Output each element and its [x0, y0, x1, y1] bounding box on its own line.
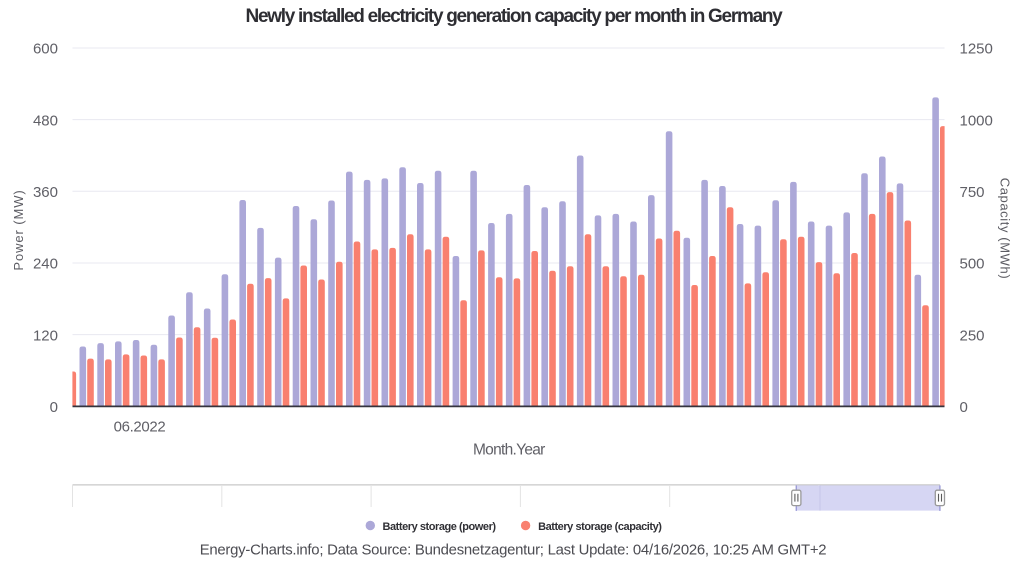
- svg-text:1250: 1250: [960, 41, 993, 58]
- svg-text:240: 240: [33, 256, 58, 273]
- svg-text:0: 0: [960, 399, 968, 416]
- svg-text:600: 600: [33, 41, 58, 58]
- svg-text:06.2022: 06.2022: [114, 419, 166, 436]
- svg-text:500: 500: [960, 256, 985, 273]
- svg-text:120: 120: [33, 327, 58, 344]
- svg-text:0: 0: [50, 399, 58, 416]
- svg-text:360: 360: [33, 184, 58, 201]
- svg-text:Battery storage (power): Battery storage (power): [383, 521, 497, 533]
- svg-text:1000: 1000: [960, 112, 993, 129]
- svg-text:Energy-Charts.info; Data Sourc: Energy-Charts.info; Data Source: Bundesn…: [200, 543, 827, 559]
- svg-text:Month.Year: Month.Year: [473, 441, 545, 458]
- svg-text:480: 480: [33, 112, 58, 129]
- svg-text:Power (MW): Power (MW): [11, 189, 26, 270]
- svg-text:Battery storage (capacity): Battery storage (capacity): [538, 521, 662, 533]
- svg-text:Capacity (MWh): Capacity (MWh): [997, 178, 1012, 280]
- svg-text:Newly installed electricity ge: Newly installed electricity generation c…: [246, 6, 784, 27]
- svg-text:250: 250: [960, 327, 985, 344]
- svg-text:750: 750: [960, 184, 985, 201]
